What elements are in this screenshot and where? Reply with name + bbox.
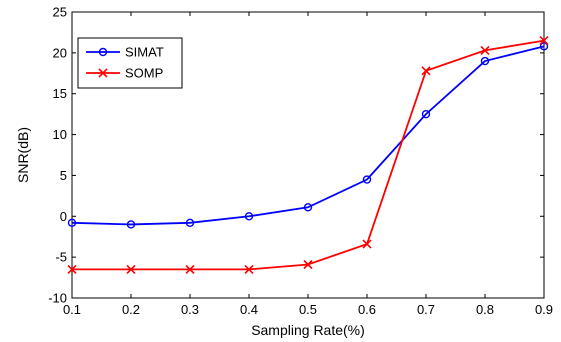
legend-marker-somp xyxy=(98,68,108,78)
data-point-somp xyxy=(480,45,490,55)
y-tick-label: 0 xyxy=(60,209,67,224)
data-point-simat xyxy=(244,212,254,221)
series-layer xyxy=(67,36,549,274)
x-tick-label: 0.5 xyxy=(299,302,317,317)
data-point-simat xyxy=(539,42,549,51)
x-tick-label: 0.7 xyxy=(417,302,435,317)
y-tick-label: -10 xyxy=(48,291,67,306)
y-axis: -10 -5 0 5 10 15 20 25 xyxy=(48,5,544,306)
legend-label-somp: SOMP xyxy=(125,66,163,81)
legend-item-simat: SIMAT xyxy=(86,45,164,60)
y-tick-label: 20 xyxy=(53,45,67,60)
x-tick-label: 0.2 xyxy=(122,302,140,317)
data-point-somp xyxy=(539,36,549,46)
x-axis-title: Sampling Rate(%) xyxy=(251,322,365,338)
data-point-simat xyxy=(67,218,77,228)
legend: SIMAT SOMP xyxy=(77,37,183,89)
y-tick-label: 15 xyxy=(53,86,67,101)
x-tick-label: 0.6 xyxy=(358,302,376,317)
data-point-somp xyxy=(244,264,254,274)
legend-marker-simat xyxy=(98,47,108,57)
data-point-simat xyxy=(480,56,490,66)
series-simat xyxy=(67,42,549,229)
series-line-simat xyxy=(71,45,545,226)
legend-label-simat: SIMAT xyxy=(125,45,164,60)
data-point-somp xyxy=(126,264,136,274)
x-tick-label: 0.9 xyxy=(535,302,553,317)
series-somp xyxy=(67,36,549,274)
y-tick-label: 25 xyxy=(53,5,67,20)
x-tick-label: 0.1 xyxy=(63,302,81,317)
y-tick-label: 10 xyxy=(53,127,67,142)
data-point-somp xyxy=(421,66,431,76)
data-point-simat xyxy=(303,203,313,212)
data-point-simat xyxy=(362,175,372,184)
y-tick-label: -5 xyxy=(55,250,67,265)
data-point-simat xyxy=(126,220,136,229)
y-axis-title: SNR(dB) xyxy=(15,127,31,183)
x-tick-label: 0.4 xyxy=(240,302,258,317)
legend-box xyxy=(77,37,183,89)
data-point-somp xyxy=(303,259,313,270)
x-tick-label: 0.3 xyxy=(181,302,199,317)
x-axis: 0.1 0.2 0.3 0.4 0.5 0.6 0.7 0.8 0.9 xyxy=(63,12,553,317)
data-point-somp xyxy=(185,264,195,274)
y-tick-label: 5 xyxy=(60,168,67,183)
data-point-somp xyxy=(67,264,77,274)
data-point-simat xyxy=(421,109,431,119)
x-tick-label: 0.8 xyxy=(476,302,494,317)
data-point-somp xyxy=(362,239,372,249)
legend-item-somp: SOMP xyxy=(86,66,163,81)
data-point-simat xyxy=(185,218,195,228)
